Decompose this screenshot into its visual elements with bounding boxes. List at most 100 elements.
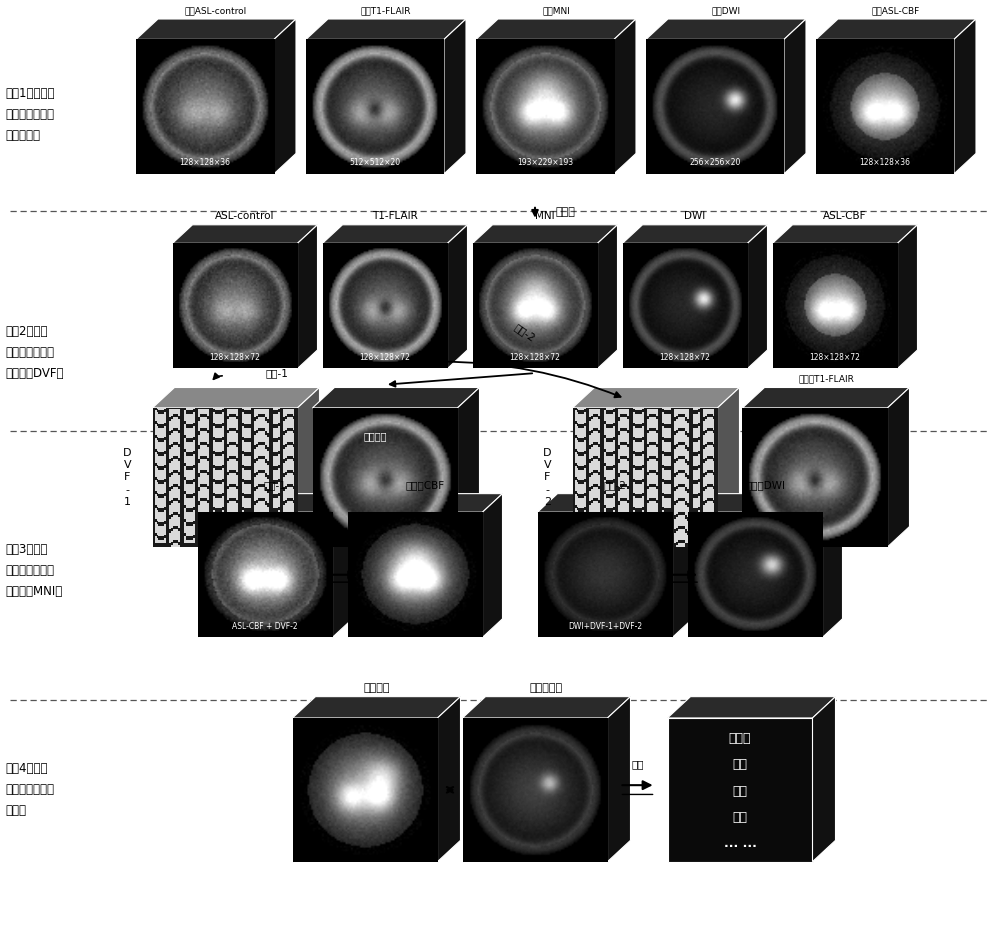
Polygon shape xyxy=(173,224,318,244)
Polygon shape xyxy=(812,697,836,862)
Text: 形变的DWI: 形变的DWI xyxy=(745,480,785,489)
Polygon shape xyxy=(888,387,910,547)
Polygon shape xyxy=(816,40,954,174)
Polygon shape xyxy=(742,408,888,547)
Text: 128×128×72: 128×128×72 xyxy=(510,353,560,362)
Text: 原始MNI: 原始MNI xyxy=(542,6,570,16)
Text: 128×128×72: 128×128×72 xyxy=(210,353,260,362)
Polygon shape xyxy=(322,224,468,244)
Text: T1-FLAIR: T1-FLAIR xyxy=(372,211,418,222)
Polygon shape xyxy=(153,408,298,547)
Polygon shape xyxy=(348,512,482,638)
Polygon shape xyxy=(772,224,918,244)
Polygon shape xyxy=(292,718,438,862)
Text: 形变的CBF: 形变的CBF xyxy=(405,480,445,489)
Polygon shape xyxy=(482,493,502,638)
Text: 位置: 位置 xyxy=(732,811,748,824)
Polygon shape xyxy=(292,697,460,718)
Polygon shape xyxy=(668,697,836,718)
Polygon shape xyxy=(322,244,448,368)
Polygon shape xyxy=(772,244,898,368)
Text: 原始DWI: 原始DWI xyxy=(711,6,741,16)
Polygon shape xyxy=(572,408,718,547)
Text: ... ...: ... ... xyxy=(724,837,756,850)
Text: 步骤1：预处理
目的：保持空间
分辨率一致: 步骤1：预处理 目的：保持空间 分辨率一致 xyxy=(5,86,54,142)
Text: 中间产物: 中间产物 xyxy=(363,431,387,440)
Polygon shape xyxy=(348,493,502,512)
Text: 128×128×36: 128×128×36 xyxy=(860,159,910,167)
Text: 形变的T1-FLAIR: 形变的T1-FLAIR xyxy=(798,375,854,384)
Text: 128×128×72: 128×128×72 xyxy=(660,353,710,362)
Polygon shape xyxy=(198,493,353,512)
Text: D
V
F
-
2: D V F - 2 xyxy=(543,448,552,507)
Polygon shape xyxy=(306,19,466,40)
Text: D
V
F
-
1: D V F - 1 xyxy=(123,448,132,507)
Text: 不匹配: 不匹配 xyxy=(729,732,751,745)
Polygon shape xyxy=(748,224,768,368)
Polygon shape xyxy=(688,493,842,512)
Text: ASL-CBF: ASL-CBF xyxy=(823,211,867,222)
Polygon shape xyxy=(718,387,740,547)
Text: 重采样: 重采样 xyxy=(555,208,575,217)
Polygon shape xyxy=(473,224,618,244)
Polygon shape xyxy=(476,19,636,40)
Polygon shape xyxy=(153,387,320,408)
Polygon shape xyxy=(473,244,598,368)
Polygon shape xyxy=(136,40,274,174)
Text: 原始T1-FLAIR: 原始T1-FLAIR xyxy=(361,6,411,16)
Text: 形变-1: 形变-1 xyxy=(264,480,286,489)
Polygon shape xyxy=(954,19,976,174)
Polygon shape xyxy=(476,40,614,174)
Text: 128×128×36: 128×128×36 xyxy=(180,159,230,167)
Polygon shape xyxy=(462,697,631,718)
Text: 步骤2：配准
目的：获取形变
向量场（DVF）: 步骤2：配准 目的：获取形变 向量场（DVF） xyxy=(5,324,64,380)
Polygon shape xyxy=(614,19,636,174)
Text: 伪彩: 伪彩 xyxy=(349,541,361,552)
Polygon shape xyxy=(898,224,918,368)
Polygon shape xyxy=(462,718,608,862)
Polygon shape xyxy=(646,19,806,40)
Polygon shape xyxy=(458,387,480,547)
Text: 原始ASL-CBF: 原始ASL-CBF xyxy=(872,6,920,16)
Polygon shape xyxy=(306,40,444,174)
Polygon shape xyxy=(784,19,806,174)
Polygon shape xyxy=(742,387,910,408)
Polygon shape xyxy=(646,40,784,174)
Polygon shape xyxy=(332,493,353,638)
Text: ASL-control: ASL-control xyxy=(215,211,275,222)
Polygon shape xyxy=(312,408,458,547)
Text: 256×256×20: 256×256×20 xyxy=(689,159,741,167)
Text: 步骤3：形变
目的：变换到标
准空间（MNI）: 步骤3：形变 目的：变换到标 准空间（MNI） xyxy=(5,542,62,598)
Text: 体积: 体积 xyxy=(732,784,748,797)
Polygon shape xyxy=(598,224,618,368)
Polygon shape xyxy=(822,493,842,638)
Text: 128×128×72: 128×128×72 xyxy=(360,353,410,362)
Polygon shape xyxy=(438,697,460,862)
Text: 步骤4：分析
目的：定量化临
床参数: 步骤4：分析 目的：定量化临 床参数 xyxy=(5,762,54,818)
Polygon shape xyxy=(448,224,468,368)
Text: 形变-2: 形变-2 xyxy=(604,480,626,489)
Text: DWI+DVF-1+DVF-2: DWI+DVF-1+DVF-2 xyxy=(568,622,642,630)
Polygon shape xyxy=(622,244,748,368)
Polygon shape xyxy=(198,512,332,638)
Text: 梗死核心区: 梗死核心区 xyxy=(530,683,563,693)
Polygon shape xyxy=(312,387,480,408)
Text: 128×128×72: 128×128×72 xyxy=(810,353,860,362)
Polygon shape xyxy=(622,224,768,244)
Polygon shape xyxy=(572,387,740,408)
Polygon shape xyxy=(816,19,976,40)
Text: 量化: 量化 xyxy=(631,759,644,769)
Text: 伪彩: 伪彩 xyxy=(689,541,701,552)
Polygon shape xyxy=(538,512,672,638)
Text: ASL-CBF + DVF-2: ASL-CBF + DVF-2 xyxy=(232,622,298,630)
Polygon shape xyxy=(173,244,298,368)
Text: 原始ASL-control: 原始ASL-control xyxy=(185,6,247,16)
Text: 512×512×20: 512×512×20 xyxy=(349,159,401,167)
Text: 193×229×193: 193×229×193 xyxy=(517,159,573,167)
Polygon shape xyxy=(608,697,631,862)
Polygon shape xyxy=(136,19,296,40)
Polygon shape xyxy=(274,19,296,174)
Text: MNI: MNI xyxy=(535,211,555,222)
Text: 配准-2: 配准-2 xyxy=(513,322,537,343)
Text: 低灌注区: 低灌注区 xyxy=(363,683,390,693)
